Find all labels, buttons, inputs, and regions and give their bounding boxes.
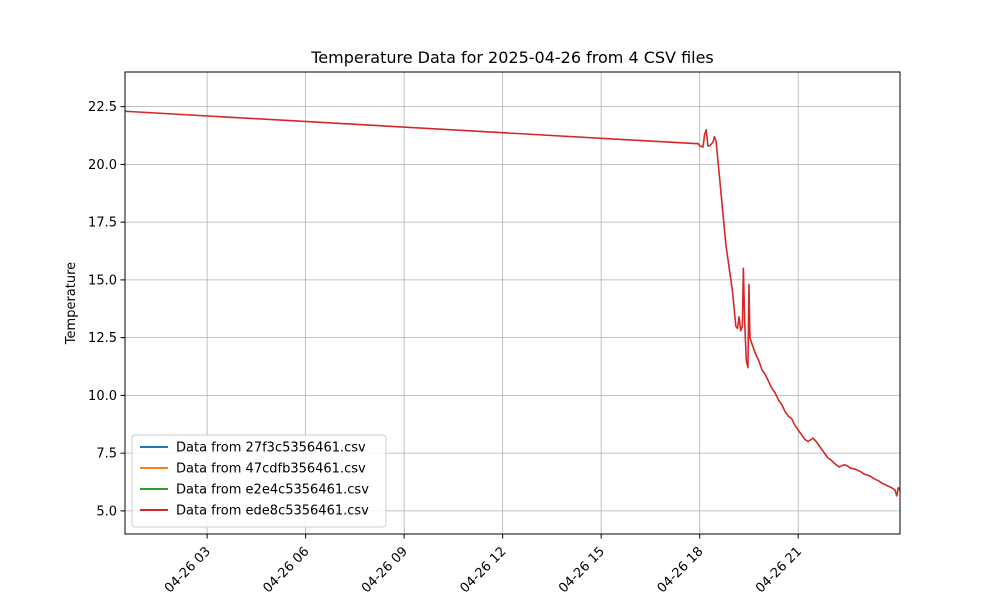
legend-box [131,434,387,528]
plot-frame [124,71,901,535]
series-line-3 [124,110,901,497]
legend-entry-2: Data from e2e4c5356461.csv [176,483,369,498]
y-tick-label: 7.5 [96,447,117,462]
y-tick-label: 12.5 [88,331,117,346]
legend-entry-1: Data from 47cdfb356461.csv [176,462,366,477]
y-tick-label: 20.0 [88,158,117,173]
grid-lines [125,72,900,534]
y-tick-label: 10.0 [88,389,117,404]
y-axis-label: Temperature [64,262,79,345]
series-lines [124,110,901,497]
y-tick-label: 17.5 [88,216,117,231]
legend-entry-0: Data from 27f3c5356461.csv [176,441,366,456]
y-tick-label: 22.5 [88,100,117,115]
y-tick-label: 5.0 [96,504,117,519]
legend: Data from 27f3c5356461.csv Data from 47cd… [131,434,387,528]
legend-entry-3: Data from ede8c5356461.csv [176,504,369,519]
y-axis-ticks: 5.0 7.5 10.0 12.5 15.0 17.5 20.0 22.5 [88,100,125,519]
y-tick-label: 15.0 [88,273,117,288]
chart-title: Temperature Data for 2025-04-26 from 4 C… [310,48,714,67]
